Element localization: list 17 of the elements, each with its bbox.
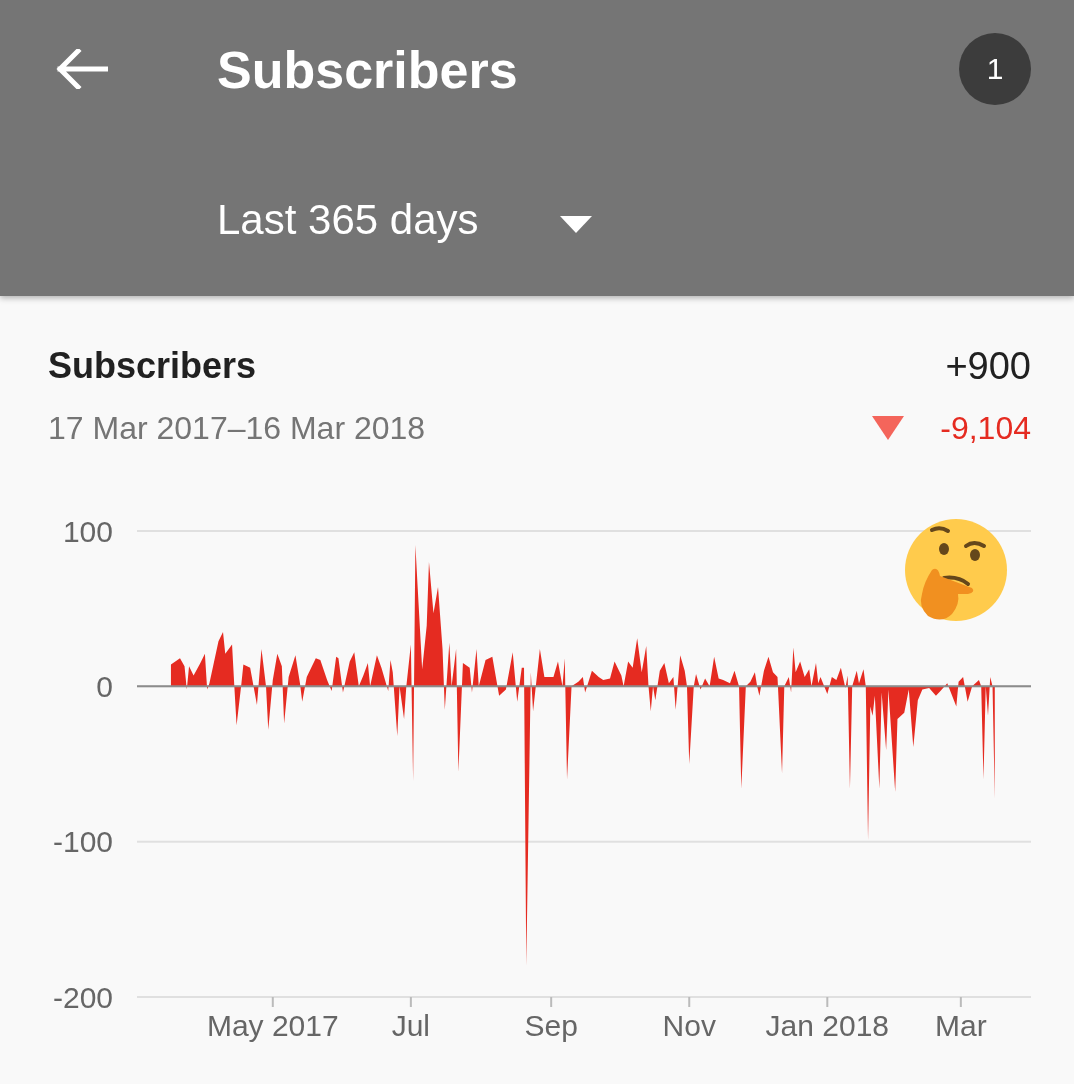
x-tick-label: Nov (662, 1009, 716, 1043)
x-tick-label: Mar (935, 1009, 987, 1043)
y-tick-label: 0 (96, 669, 113, 703)
y-tick-label: -100 (52, 825, 113, 859)
chart-subtitle: 17 Mar 2017–16 Mar 2018 (48, 410, 426, 446)
y-tick-label: -200 (52, 980, 113, 1014)
text: Last 365 days (217, 196, 479, 243)
x-tick-label: Jul (391, 1009, 431, 1043)
x-tick-label: Sep (524, 1009, 578, 1043)
chart-title: Subscribers (48, 345, 257, 386)
y-tick-label: 100 (62, 514, 113, 548)
text: 1 (986, 52, 1004, 86)
x-tick-label: May 2017 (206, 1009, 339, 1043)
x-tick-label: Jan 2018 (765, 1009, 890, 1043)
text: Subscribers (217, 41, 518, 99)
text: +900 (945, 345, 1031, 387)
text: -9,104 (940, 410, 1031, 446)
